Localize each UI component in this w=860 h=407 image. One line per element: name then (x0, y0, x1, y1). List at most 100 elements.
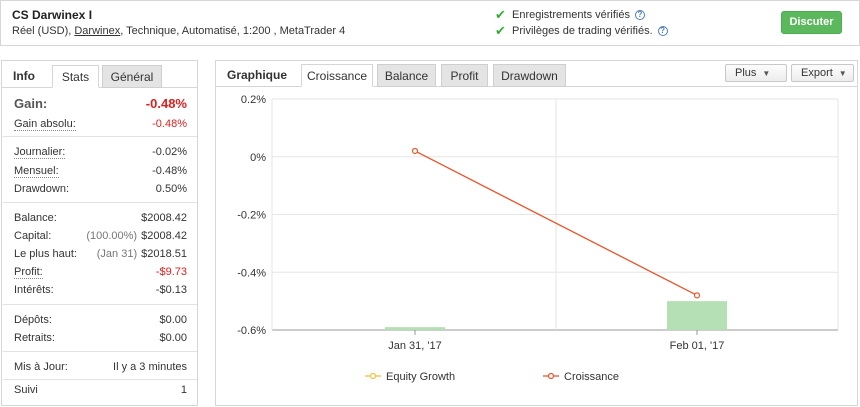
discuss-button[interactable]: Discuter (781, 11, 842, 34)
tab-croissance[interactable]: Croissance (301, 64, 373, 87)
stat-label: Gain: (14, 96, 48, 111)
growth-point (411, 147, 419, 155)
y-tick-label: 0.2% (241, 94, 266, 106)
stat-label: Retraits: (14, 332, 55, 344)
stat-label: Le plus haut: (14, 248, 77, 260)
stat-label[interactable]: Profit: (14, 266, 43, 279)
stat-value: -0.02% (152, 146, 187, 158)
stat-gain: Gain: -0.48% (14, 96, 187, 111)
stat-mis-a-jour: Mis à Jour: Il y a 3 minutes (14, 361, 187, 373)
stat-label: Mis à Jour: (14, 361, 68, 373)
stat-value: $2018.51 (141, 248, 187, 260)
stat-value: -0.48% (152, 118, 187, 130)
help-icon[interactable]: ? (635, 10, 645, 20)
stat-value: -$9.73 (155, 266, 187, 278)
legend-growth-marker (547, 372, 555, 380)
stat-gain-absolu: Gain absolu: -0.48% (14, 118, 187, 131)
stat-interets: Intérêts: -$0.13 (14, 284, 187, 296)
stat-sub: (Jan 31) (96, 248, 138, 260)
stat-mensuel: Mensuel: -0.48% (14, 165, 187, 178)
stat-value: 1 (180, 384, 187, 396)
chart-panel: Graphique Croissance Balance Profit Draw… (215, 60, 858, 406)
export-dropdown[interactable]: Export ▼ (791, 64, 854, 82)
divider (3, 304, 197, 305)
legend-growth-label: Croissance (564, 371, 619, 383)
chart-grid (271, 98, 839, 331)
help-icon[interactable]: ? (657, 26, 668, 36)
stat-label: Dépôts: (14, 314, 52, 326)
stat-profit: Profit: -$9.73 (14, 266, 187, 279)
divider (3, 202, 197, 203)
account-details: , Technique, Automatisé, 1:200 , MetaTra… (120, 25, 346, 37)
chart-heading: Graphique (227, 68, 288, 82)
account-header: CS Darwinex I Réel (USD), Darwinex, Tech… (0, 0, 860, 46)
tab-stats[interactable]: Stats (52, 65, 99, 88)
verified-records: ✔ Enregistrements vérifiés ? (495, 7, 645, 23)
tab-drawdown[interactable]: Drawdown (493, 64, 566, 87)
x-tick-label: Jan 31, '17 (388, 340, 441, 352)
y-axis: 0.2% 0% -0.2% -0.4% -0.6% (237, 94, 266, 337)
stat-journalier: Journalier: -0.02% (14, 146, 187, 159)
divider (3, 379, 197, 380)
divider (3, 136, 197, 137)
stat-sub: (100.00%) (86, 230, 138, 242)
tab-balance[interactable]: Balance (377, 64, 436, 87)
equity-bars (385, 301, 727, 330)
stat-value: -$0.13 (155, 284, 187, 296)
chevron-down-icon: ▼ (762, 69, 771, 78)
stat-value: -0.48% (145, 96, 187, 111)
stat-capital: Capital: (100.00%) $2008.42 (14, 230, 187, 242)
legend-equity-label: Equity Growth (386, 371, 455, 383)
stat-label[interactable]: Gain absolu: (14, 118, 76, 131)
tab-profit[interactable]: Profit (441, 64, 488, 87)
verified-privileges-label: Privilèges de trading vérifiés. (512, 25, 653, 37)
stat-label: Balance: (14, 212, 57, 224)
equity-bar (385, 327, 445, 330)
info-tabs: Info Stats Général (2, 61, 197, 88)
growth-point (693, 292, 701, 299)
stat-label: Intérêts: (14, 284, 54, 296)
y-tick-label: 0% (250, 152, 266, 164)
stat-label[interactable]: Mensuel: (14, 165, 59, 178)
y-tick-label: -0.2% (237, 210, 266, 222)
account-subtitle: Réel (USD), Darwinex, Technique, Automat… (12, 25, 345, 37)
verified-records-label: Enregistrements vérifiés (512, 9, 630, 21)
growth-line-path (414, 150, 698, 296)
stat-label: Capital: (14, 230, 52, 242)
account-title: CS Darwinex I (12, 8, 93, 22)
chart-legend: Equity Growth Croissance (365, 371, 619, 383)
info-heading: Info (13, 69, 35, 83)
y-tick-label: -0.4% (237, 267, 266, 279)
legend-equity-marker (369, 372, 377, 380)
tab-general[interactable]: Général (102, 65, 162, 88)
stat-label[interactable]: Journalier: (14, 146, 66, 159)
stat-label: Drawdown: (14, 183, 70, 195)
equity-bar (667, 301, 727, 330)
account-type: Réel (USD), (12, 25, 75, 37)
check-icon: ✔ (495, 23, 506, 38)
plus-dropdown[interactable]: Plus ▼ (725, 64, 787, 82)
export-label: Export (801, 67, 833, 79)
growth-line (411, 147, 701, 299)
stat-balance: Balance: $2008.42 (14, 212, 187, 224)
broker-link[interactable]: Darwinex (74, 25, 121, 37)
stat-plus-haut: Le plus haut: (Jan 31) $2018.51 (14, 248, 187, 260)
info-panel: Info Stats Général Gain: -0.48% Gain abs… (1, 60, 198, 406)
stat-value: Il y a 3 minutes (113, 361, 187, 373)
stat-value: $2008.42 (141, 212, 187, 224)
stat-value: $2008.42 (141, 230, 187, 242)
y-tick-label: -0.6% (237, 325, 266, 337)
stat-value: -0.48% (152, 165, 187, 177)
stat-value: $0.00 (159, 314, 187, 326)
growth-chart: 0.2% 0% -0.2% -0.4% -0.6% Jan 31, '17 Feb 01,… (237, 94, 839, 383)
stat-depots: Dépôts: $0.00 (14, 314, 187, 326)
stat-retraits: Retraits: $0.00 (14, 332, 187, 344)
verified-privileges: ✔ Privilèges de trading vérifiés. ? (495, 23, 668, 39)
stat-drawdown: Drawdown: 0.50% (14, 183, 187, 195)
plus-label: Plus (735, 67, 757, 79)
stat-value: $0.00 (159, 332, 187, 344)
stat-value: 0.50% (155, 183, 187, 195)
chart-tabs: Graphique Croissance Balance Profit Draw… (216, 61, 857, 87)
x-axis: Jan 31, '17 Feb 01, '17 (388, 330, 724, 352)
stat-suivi: Suivi 1 (14, 384, 187, 396)
